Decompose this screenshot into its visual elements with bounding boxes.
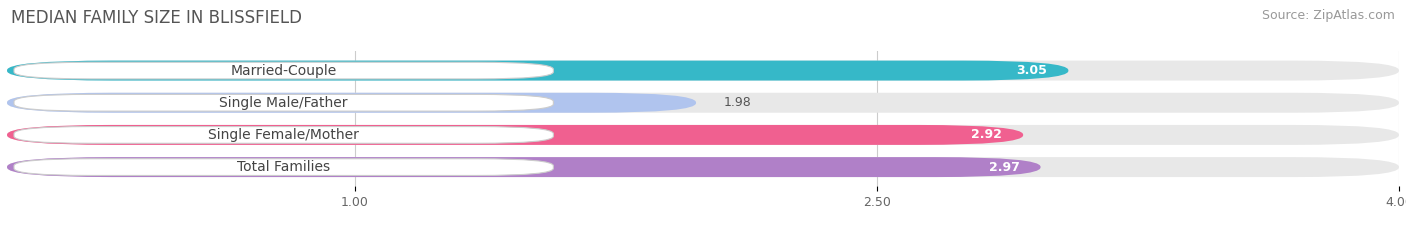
Text: Married-Couple: Married-Couple [231, 64, 337, 78]
Text: 1.98: 1.98 [724, 96, 752, 109]
Text: 2.97: 2.97 [988, 161, 1019, 174]
FancyBboxPatch shape [7, 61, 1069, 81]
Text: Total Families: Total Families [238, 160, 330, 174]
Text: Single Female/Mother: Single Female/Mother [208, 128, 359, 142]
FancyBboxPatch shape [7, 125, 1024, 145]
Text: MEDIAN FAMILY SIZE IN BLISSFIELD: MEDIAN FAMILY SIZE IN BLISSFIELD [11, 9, 302, 27]
FancyBboxPatch shape [7, 157, 1399, 177]
Text: 2.92: 2.92 [972, 128, 1002, 141]
FancyBboxPatch shape [7, 61, 1399, 81]
Text: Single Male/Father: Single Male/Father [219, 96, 347, 110]
FancyBboxPatch shape [14, 127, 554, 143]
FancyBboxPatch shape [7, 93, 1399, 113]
FancyBboxPatch shape [7, 125, 1399, 145]
Text: 3.05: 3.05 [1017, 64, 1047, 77]
Text: Source: ZipAtlas.com: Source: ZipAtlas.com [1261, 9, 1395, 22]
FancyBboxPatch shape [7, 157, 1040, 177]
FancyBboxPatch shape [14, 94, 554, 111]
FancyBboxPatch shape [7, 93, 696, 113]
FancyBboxPatch shape [14, 159, 554, 175]
FancyBboxPatch shape [14, 62, 554, 79]
